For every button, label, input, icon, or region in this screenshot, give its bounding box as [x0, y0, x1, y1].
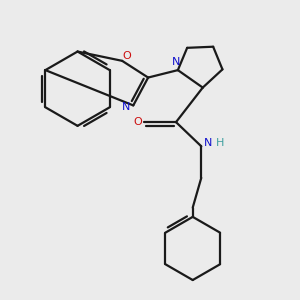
Text: O: O — [123, 51, 131, 61]
Text: N: N — [122, 102, 130, 112]
Text: O: O — [134, 117, 142, 127]
Text: N: N — [204, 138, 212, 148]
Text: N: N — [172, 57, 180, 67]
Text: H: H — [216, 138, 224, 148]
